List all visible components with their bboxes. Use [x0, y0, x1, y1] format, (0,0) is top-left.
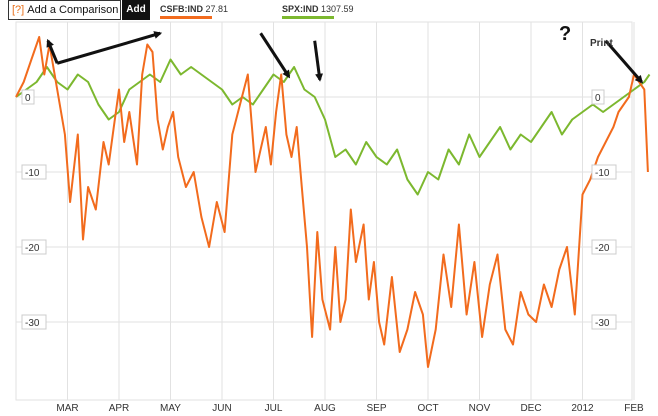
y-tick-label-right: -10: [595, 168, 610, 179]
y-tick-label-right: 0: [595, 93, 601, 104]
legend-spx-value: 1307.59: [321, 4, 354, 14]
y-tick-box-right: [591, 89, 605, 105]
legend-spx-ticker: SPX:IND: [282, 4, 319, 14]
x-tick-label: MAR: [56, 403, 78, 414]
x-tick-label: APR: [109, 403, 130, 414]
x-tick-label: JUN: [212, 403, 231, 414]
x-tick-label: FEB: [624, 403, 644, 414]
series-line-csfb-ind: [15, 36, 649, 368]
series-line-spx-ind: [15, 58, 651, 196]
y-tick-box-right: [591, 164, 617, 180]
annotation-arrow: [56, 31, 163, 65]
plot-frame: [15, 21, 633, 401]
print-link[interactable]: Print: [590, 38, 613, 49]
x-tick-label: OCT: [417, 403, 438, 414]
y-tick-box-left: [21, 314, 47, 330]
y-tick-label-right: -30: [595, 318, 610, 329]
annotation-arrow: [259, 32, 291, 79]
legend-csfb-ticker: CSFB:IND: [160, 4, 203, 14]
x-tick-label: JUL: [265, 403, 283, 414]
legend-csfb-swatch: [160, 16, 212, 19]
x-tick-label: SEP: [366, 403, 386, 414]
y-tick-box-left: [21, 89, 35, 105]
y-tick-label-left: 0: [25, 93, 31, 104]
y-tick-box-right: [591, 314, 617, 330]
y-tick-box-left: [21, 239, 47, 255]
annotation-arrow: [604, 39, 644, 84]
x-tick-label: 2012: [571, 403, 594, 414]
annotation-arrow: [46, 38, 59, 64]
help-link[interactable]: [?]: [12, 4, 25, 16]
question-mark-annotation: ?: [559, 23, 571, 45]
x-tick-label: AUG: [314, 403, 336, 414]
annotation-arrow: [313, 40, 324, 82]
add-comparison-button[interactable]: Add: [122, 0, 150, 20]
add-comparison-input[interactable]: [?] Add a Comparison: [8, 0, 121, 20]
x-tick-label: NOV: [469, 403, 491, 414]
legend-csfb: CSFB:IND 27.81: [160, 4, 229, 19]
toolbar: [?] Add a Comparison Add CSFB:IND 27.81 …: [0, 0, 658, 22]
y-tick-label-right: -20: [595, 243, 610, 254]
legend-csfb-value: 27.81: [205, 4, 229, 14]
legend-spx-swatch: [282, 16, 334, 19]
x-tick-label: MAY: [160, 403, 181, 414]
comparison-placeholder: Add a Comparison: [27, 4, 119, 16]
y-tick-box-left: [21, 164, 47, 180]
x-tick-label: DEC: [520, 403, 541, 414]
y-tick-label-left: -20: [25, 243, 40, 254]
y-tick-label-left: -30: [25, 318, 40, 329]
legend-spx: SPX:IND 1307.59: [282, 4, 354, 19]
y-tick-label-left: -10: [25, 168, 40, 179]
y-tick-box-right: [591, 239, 617, 255]
